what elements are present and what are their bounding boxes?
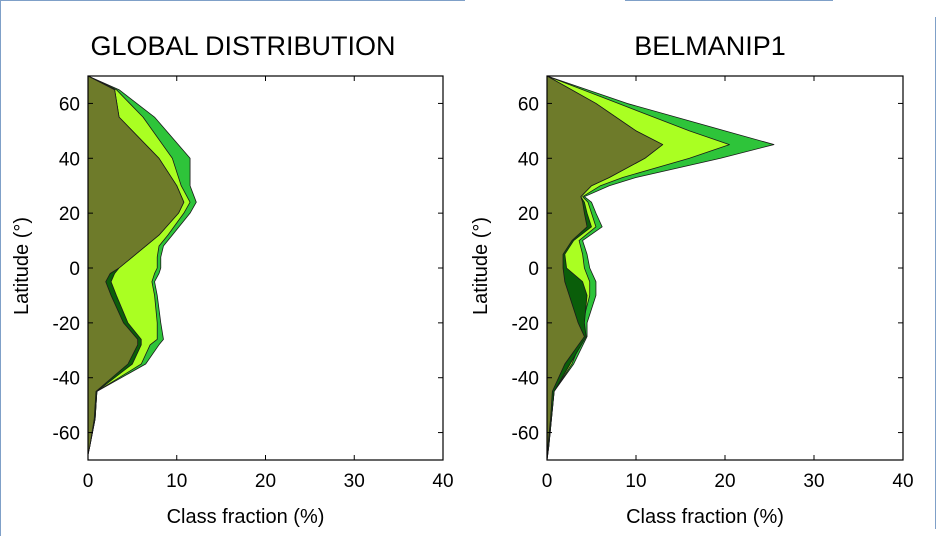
y-tick-label: 20: [518, 204, 539, 225]
y-tick-label: 0: [69, 259, 80, 280]
footer-strip: [465, 529, 936, 537]
y-axis-label: Latitude (°): [470, 217, 492, 315]
x-tick-label: 10: [166, 471, 187, 492]
x-tick-label: 40: [892, 471, 913, 492]
x-tick-label: 30: [344, 471, 365, 492]
x-tick-label: 0: [542, 471, 553, 492]
x-tick-label: 10: [625, 471, 646, 492]
y-tick-label: 20: [59, 204, 80, 225]
header-strip: [833, 0, 936, 17]
header-strip: [465, 0, 625, 17]
x-tick-label: 20: [714, 471, 735, 492]
x-tick-label: 20: [255, 471, 276, 492]
area-series-4: [87, 75, 185, 455]
chart-title: GLOBAL DISTRIBUTION: [90, 31, 395, 61]
y-tick-label: 60: [59, 94, 80, 115]
x-axis-label: Class fraction (%): [626, 506, 784, 528]
y-tick-label: 0: [528, 259, 539, 280]
y-tick-label: -20: [53, 314, 80, 335]
y-tick-label: -60: [512, 424, 539, 445]
x-tick-label: 0: [83, 471, 94, 492]
chart-panel-1: 0 10 20 30 40 60 40 20 0 -20 -40 -60 GLOBAL DISTRIBU…: [11, 31, 454, 528]
x-axis-label: Class fraction (%): [167, 506, 325, 528]
x-tick-label: 40: [432, 471, 453, 492]
y-tick-label: 40: [518, 149, 539, 170]
x-tick-label: 30: [803, 471, 824, 492]
y-tick-label: -20: [512, 314, 539, 335]
y-tick-label: 60: [518, 94, 539, 115]
chart-title: BELMANIP1: [634, 31, 786, 61]
y-tick-label: -40: [53, 369, 80, 390]
y-tick-label: -60: [53, 424, 80, 445]
y-tick-label: -40: [512, 369, 539, 390]
y-tick-label: 40: [59, 149, 80, 170]
y-axis-label: Latitude (°): [11, 217, 33, 315]
chart-panel-2: 0 10 20 30 40 60 40 20 0 -20 -40 -60 BELMANIP1 Class …: [470, 31, 914, 528]
area-series-4: [546, 75, 664, 461]
